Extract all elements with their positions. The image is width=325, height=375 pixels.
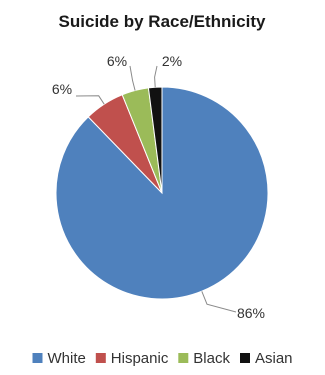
legend-swatch-asian [240,353,250,363]
slice-asian [147,86,163,194]
legend-label-white: White [48,350,86,367]
legend-label-asian: Asian [255,350,293,367]
leader-line-asian [154,65,158,88]
data-label-hispanic: 6% [52,81,72,97]
data-label-black: 6% [107,53,127,69]
data-label-asian: 2% [162,53,182,69]
label-leader-lines [75,65,237,313]
legend-swatch-white [32,353,43,363]
legend: White Hispanic Black Asian [32,350,293,367]
legend-swatch-hispanic [95,353,106,363]
pie-slices [55,86,269,300]
leader-line-black [129,65,136,91]
legend-label-black: Black [193,350,230,367]
legend-swatch-black [178,353,189,363]
data-labels: 86% 6% 6% 2% [52,53,265,321]
chart-title: Suicide by Race/Ethnicity [59,12,266,31]
legend-label-hispanic: Hispanic [111,350,169,367]
leader-line-hispanic [75,95,105,105]
data-label-white: 86% [237,305,265,321]
leader-line-white [201,291,237,313]
